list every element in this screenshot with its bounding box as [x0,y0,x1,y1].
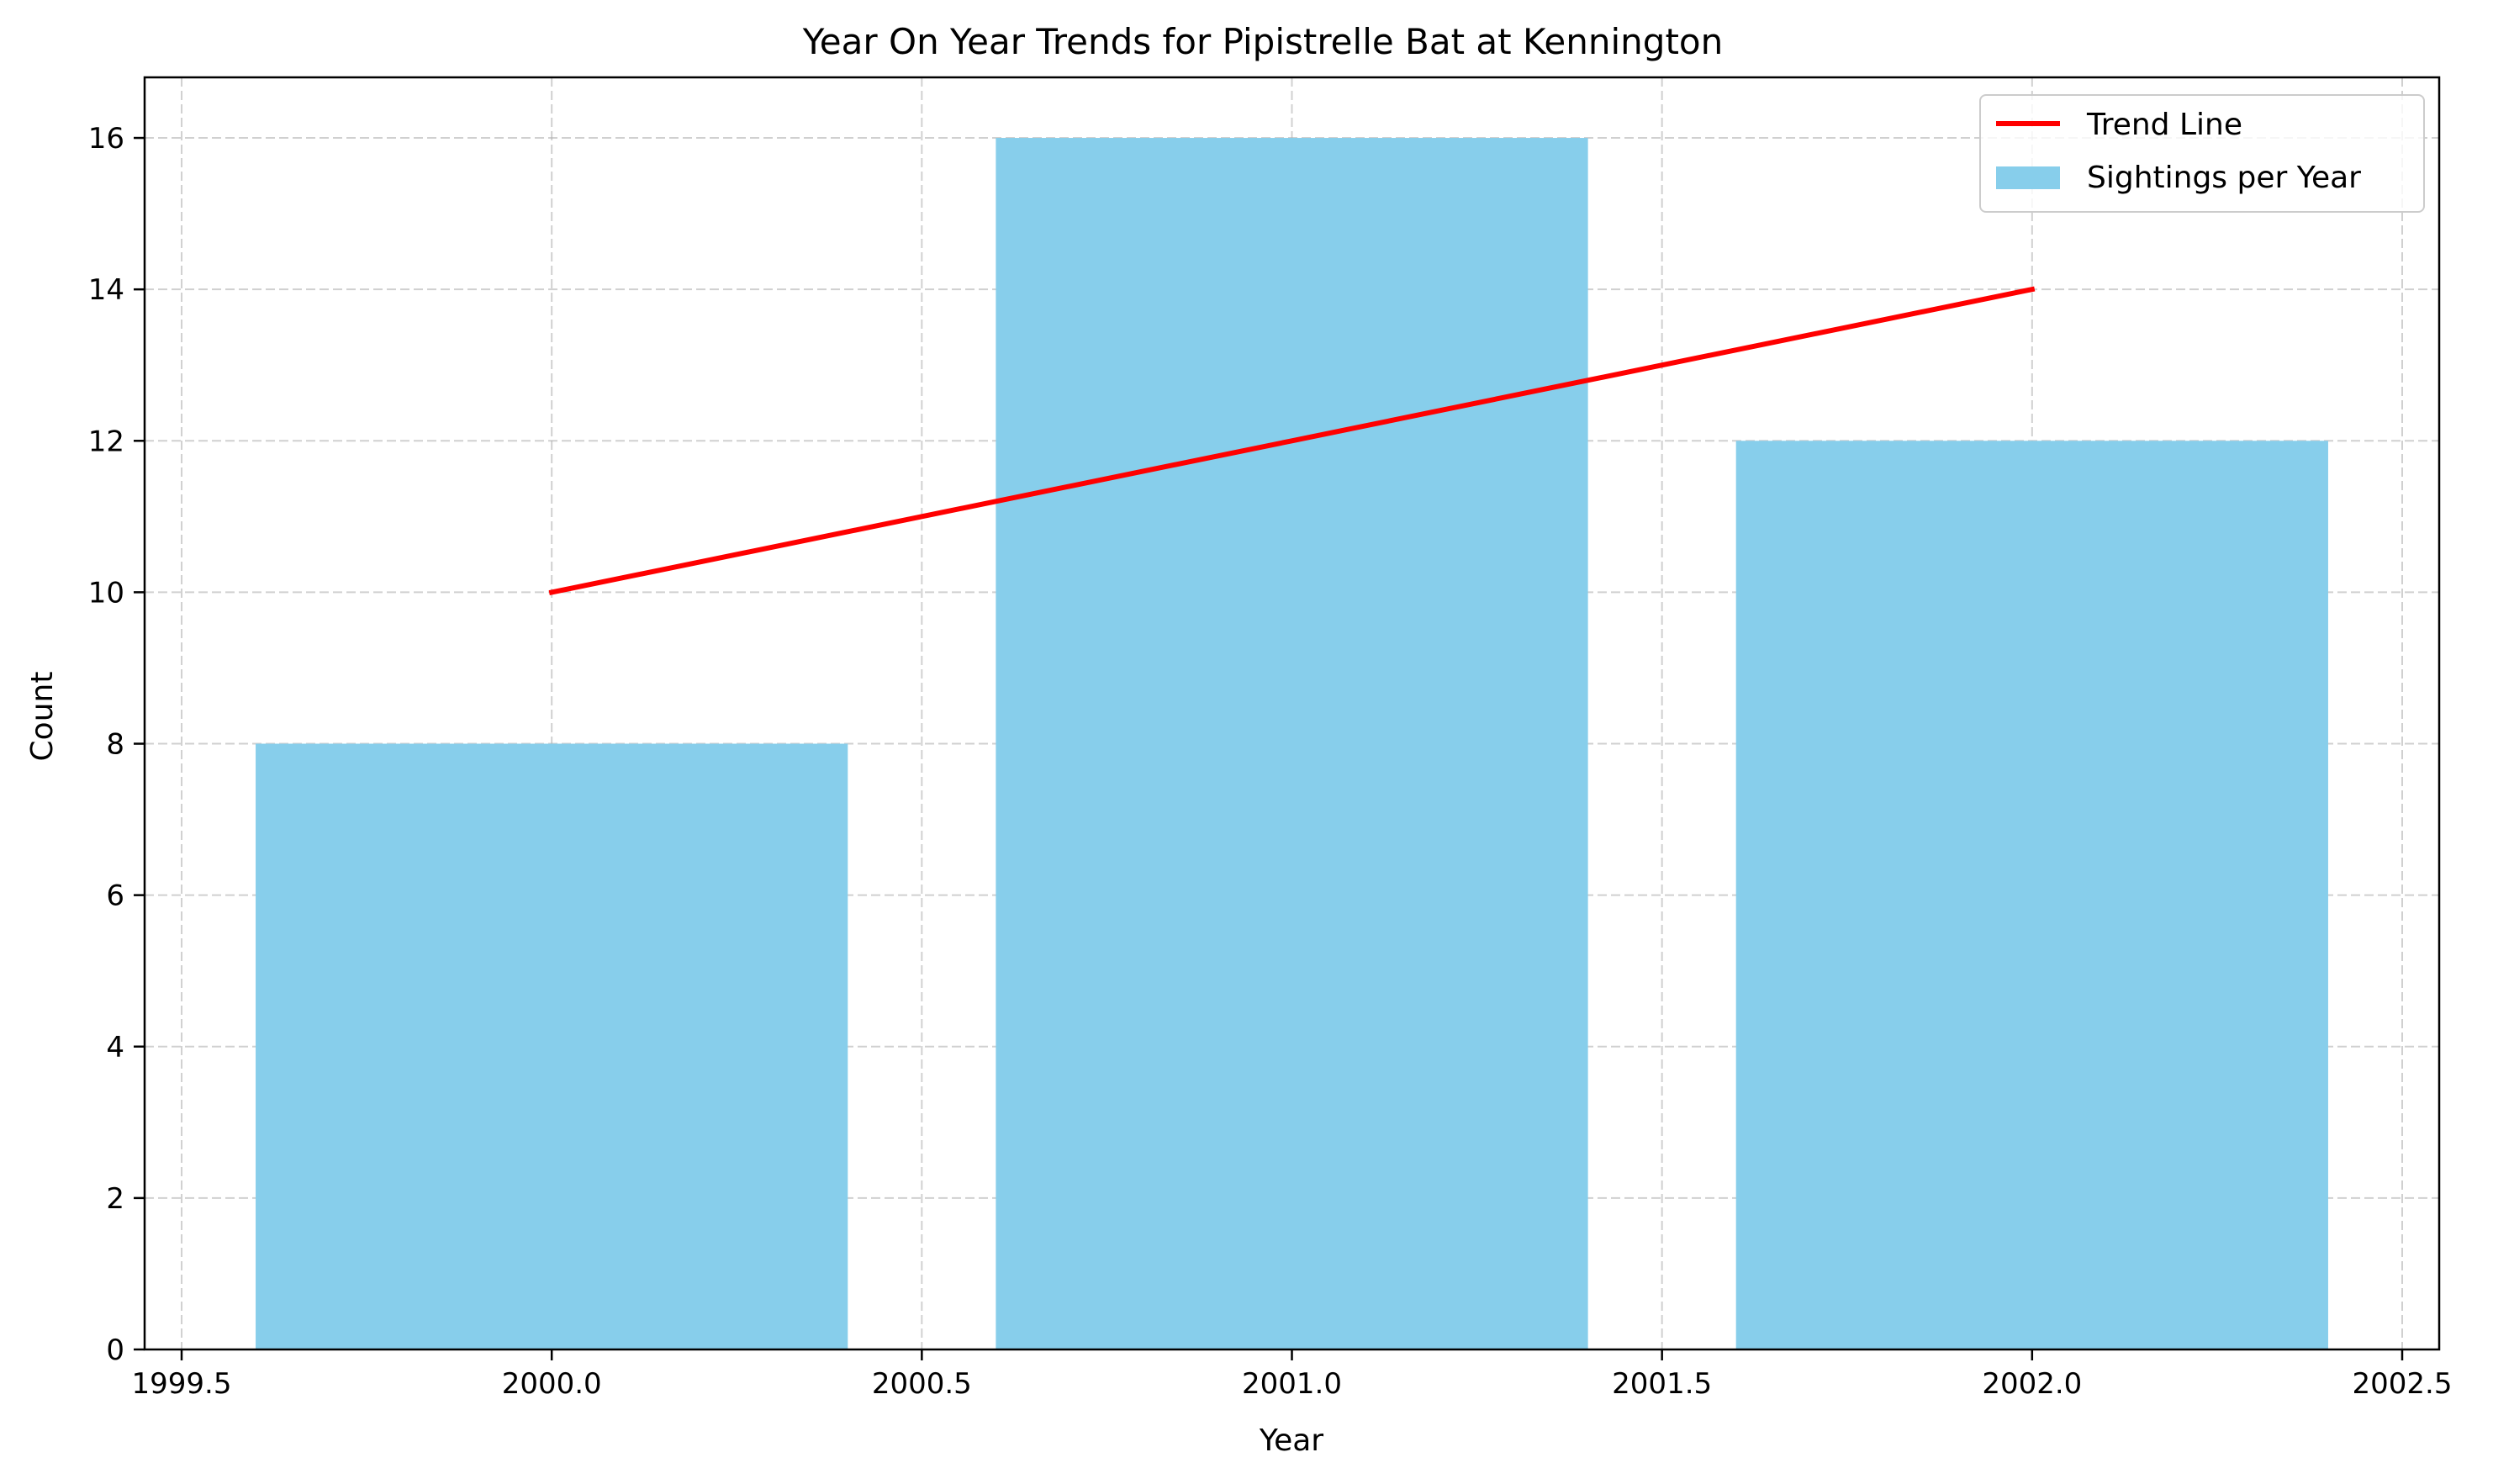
x-axis-label: Year [1259,1423,1323,1458]
x-tick-label: 2001.0 [1242,1367,1342,1401]
legend-bars-label: Sightings per Year [2087,161,2361,195]
legend-frame [1979,94,2425,213]
x-tick-label: 2002.5 [2352,1367,2452,1401]
trend-line [548,286,2036,595]
y-tick-label: 2 [106,1182,124,1216]
y-tick-label: 10 [88,576,124,610]
x-tick-label: 2000.0 [502,1367,602,1401]
axes: 1999.5 2000.0 2000.5 2001.0 2001.5 2002.0 2002… [88,76,2452,1401]
x-tick-label: 2000.5 [872,1367,972,1401]
chart-title: Year On Year Trends for Pipistrelle Bat … [802,21,1724,62]
x-tick-label: 2002.0 [1982,1367,2082,1401]
trend-line-series [548,286,2036,595]
y-tick-label: 4 [106,1031,124,1064]
legend-trend-line-label: Trend Line [2086,108,2242,142]
legend-bars-swatch [1996,166,2060,189]
y-tick-label: 12 [88,425,124,458]
bar-series [256,138,2328,1350]
y-tick-label: 8 [106,728,124,762]
y-axis-label: Count [25,672,60,762]
x-tick-label: 1999.5 [132,1367,232,1401]
bar [1735,441,2328,1350]
bar [996,138,1588,1350]
legend: Trend Line Sightings per Year [1979,94,2425,213]
y-tick-label: 14 [88,273,124,307]
y-tick-label: 6 [106,879,124,913]
y-tick-label: 0 [106,1333,124,1367]
x-tick-label: 2001.5 [1612,1367,1712,1401]
y-tick-label: 16 [88,122,124,156]
bar [256,743,848,1349]
